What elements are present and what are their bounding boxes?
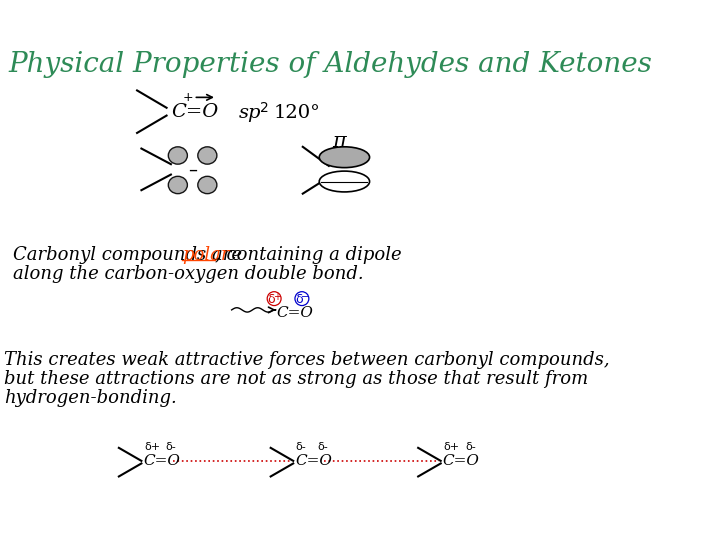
Text: δ-: δ- — [318, 442, 328, 452]
Text: C=O: C=O — [295, 454, 332, 468]
Text: C=O: C=O — [171, 103, 218, 121]
Text: δ-: δ- — [166, 442, 176, 452]
Text: –: – — [188, 161, 197, 179]
Text: δ: δ — [295, 293, 302, 306]
Text: along the carbon-oxygen double bond.: along the carbon-oxygen double bond. — [13, 265, 364, 283]
Text: C=O: C=O — [276, 306, 314, 320]
Text: 120°: 120° — [274, 104, 320, 122]
Text: +: + — [274, 292, 282, 302]
Ellipse shape — [319, 147, 369, 167]
Text: C=O: C=O — [443, 454, 480, 468]
Text: δ+: δ+ — [444, 442, 459, 452]
Text: C=O: C=O — [143, 454, 180, 468]
Text: δ-: δ- — [465, 442, 476, 452]
Text: sp: sp — [238, 104, 261, 122]
Text: δ+: δ+ — [144, 442, 160, 452]
Ellipse shape — [198, 176, 217, 194]
Text: , containing a dipole: , containing a dipole — [215, 246, 402, 264]
Text: but these attractions are not as strong as those that result from: but these attractions are not as strong … — [4, 370, 588, 388]
Text: −: − — [301, 292, 309, 302]
Text: Carbonyl compounds are: Carbonyl compounds are — [13, 246, 248, 264]
Text: δ-: δ- — [296, 442, 307, 452]
Text: 2: 2 — [260, 101, 269, 115]
Ellipse shape — [168, 176, 187, 194]
Text: polar: polar — [182, 246, 230, 264]
Ellipse shape — [198, 147, 217, 164]
Text: hydrogen-bonding.: hydrogen-bonding. — [4, 389, 177, 407]
Text: +: + — [183, 91, 194, 104]
Ellipse shape — [319, 171, 369, 192]
Text: This creates weak attractive forces between carbonyl compounds,: This creates weak attractive forces betw… — [4, 350, 610, 369]
Text: π: π — [332, 132, 346, 151]
Text: Physical Properties of Aldehydes and Ketones: Physical Properties of Aldehydes and Ket… — [9, 51, 652, 78]
Ellipse shape — [168, 147, 187, 164]
Text: δ: δ — [267, 293, 275, 306]
